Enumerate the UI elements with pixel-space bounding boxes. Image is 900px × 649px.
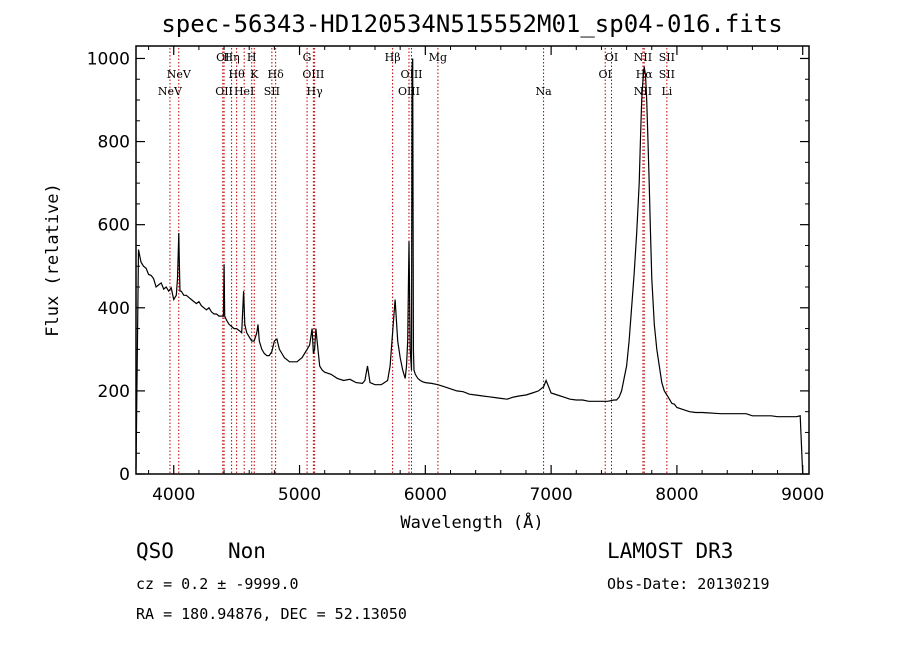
emission-line-label: NeV (167, 68, 192, 81)
y-axis-ticks: 0 200 400 600 800 1000 (87, 49, 809, 485)
x-tick-label: 8000 (655, 485, 698, 505)
emission-line-label: OI (216, 51, 229, 64)
spectrum-series-line (135, 58, 804, 475)
obs-date-label: Obs-Date: 20130219 (607, 575, 770, 593)
emission-line-label: NII (634, 85, 652, 98)
x-axis-label: Wavelength (Å) (400, 511, 543, 533)
emission-line-label: Na (535, 85, 552, 98)
survey-label: LAMOST DR3 (607, 539, 733, 563)
y-tick-label: 200 (98, 382, 130, 402)
emission-line-label: Hβ (385, 51, 401, 64)
x-tick-label: 4000 (152, 485, 195, 505)
y-axis-label: Flux (relative) (43, 183, 63, 337)
emission-line-label: H (247, 51, 257, 64)
x-tick-label: 5000 (278, 485, 321, 505)
subclass-label: Non (228, 539, 266, 563)
emission-line-label: NeV (158, 85, 183, 98)
emission-line-label: OIII (302, 68, 324, 81)
emission-line-label: OII (215, 85, 233, 98)
y-tick-label: 1000 (87, 49, 130, 69)
emission-line-label: HeI (234, 85, 254, 98)
emission-line-markers (169, 48, 668, 474)
emission-line-labels: NeV NeV OI OII Hη Hθ HeI HK SII Hδ G OIII Hγ Hβ OIII OI… (158, 51, 675, 98)
class-label: QSO (136, 539, 174, 563)
x-tick-label: 6000 (404, 485, 447, 505)
emission-line-label: Hθ (229, 68, 246, 81)
chart-title: spec-56343-HD120534N515552M01_sp04-016.f… (161, 10, 782, 38)
emission-line-label: G (303, 51, 312, 64)
y-tick-label: 0 (119, 465, 130, 485)
emission-line-label: SII (659, 51, 675, 64)
x-tick-label: 9000 (781, 485, 824, 505)
y-tick-label: 800 (98, 133, 130, 153)
emission-line-label: Hη (224, 51, 240, 64)
emission-line-label: Li (661, 85, 672, 98)
emission-line-label: Mg (429, 51, 447, 64)
emission-line-label: Hγ (307, 85, 324, 98)
emission-line-label: SII (264, 85, 280, 98)
emission-line-label: Hα (636, 68, 654, 81)
emission-line-label: Hδ (268, 68, 285, 81)
x-tick-label: 7000 (529, 485, 572, 505)
y-tick-label: 600 (98, 216, 130, 236)
emission-line-label: OI (605, 51, 618, 64)
emission-line-label: OIII (398, 85, 420, 98)
redshift-label: cz = 0.2 ± -9999.0 (136, 575, 299, 593)
coordinates-label: RA = 180.94876, DEC = 52.13050 (136, 605, 407, 623)
emission-line-label: NII (634, 51, 652, 64)
x-axis-ticks: 4000 5000 6000 7000 8000 9000 (148, 46, 824, 505)
emission-line-label: OI (599, 68, 612, 81)
plot-frame (135, 45, 810, 475)
emission-line-label: SII (659, 68, 675, 81)
emission-line-label: K (250, 68, 259, 81)
y-tick-label: 400 (98, 299, 130, 319)
